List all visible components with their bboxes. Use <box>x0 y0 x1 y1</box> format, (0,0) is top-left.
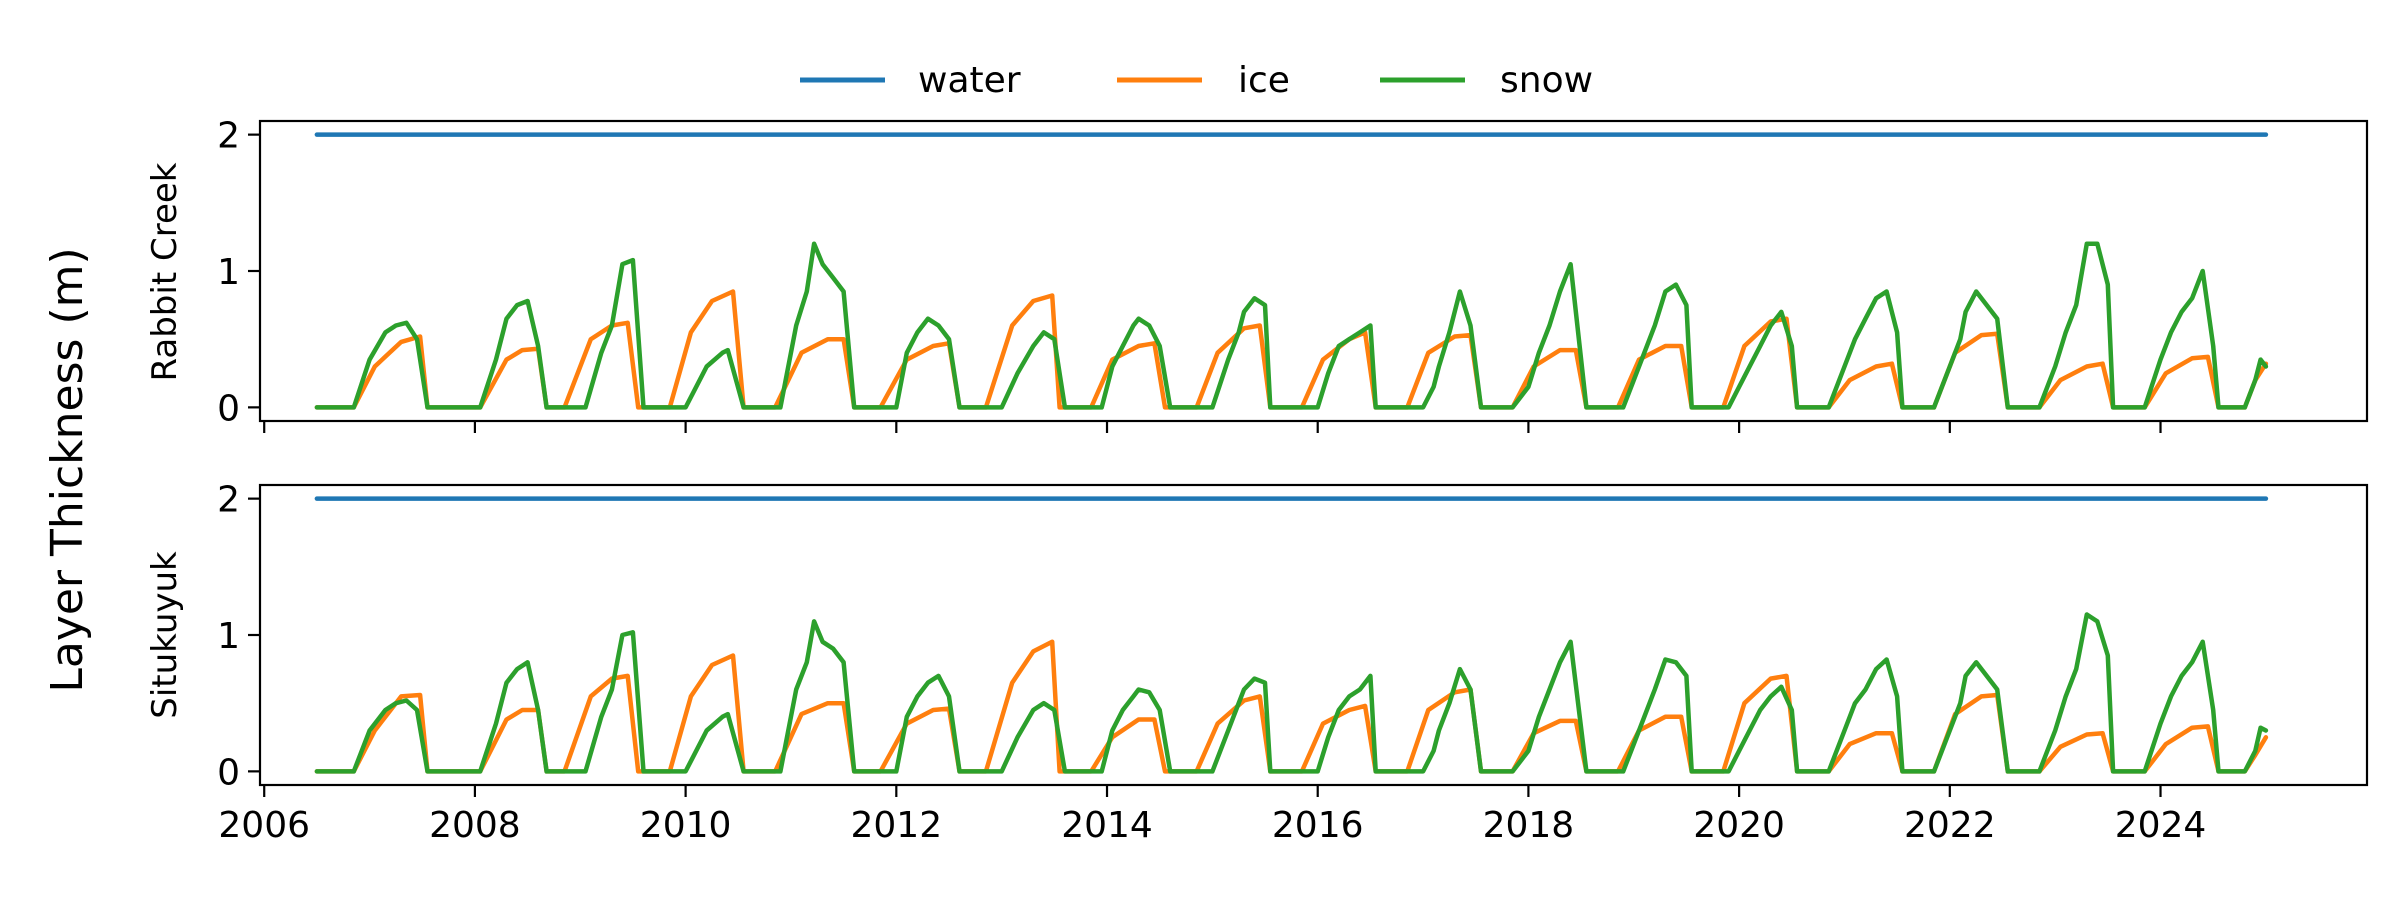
series-layer <box>314 496 2269 774</box>
y-tick-label: 0 <box>217 752 240 793</box>
x-tick-label: 2006 <box>218 805 310 846</box>
series-line-snow <box>314 612 2269 774</box>
series-layer <box>314 132 2269 410</box>
y-tick-label: 1 <box>217 252 240 293</box>
y-tick-label: 0 <box>217 388 240 429</box>
x-tick-label: 2012 <box>851 805 943 846</box>
plot-frame <box>258 119 2369 423</box>
y-tick-label: 2 <box>217 480 240 521</box>
x-tick-label: 2014 <box>1061 805 1153 846</box>
x-tick-label: 2018 <box>1483 805 1575 846</box>
panel-situkuyuk: Situkuyuk 0 1 2 2006 2008 2010 2012 2014 2016 201… <box>145 480 2369 846</box>
panel-label-rabbit-creek: Rabbit Creek <box>145 162 185 381</box>
x-tick-label: 2020 <box>1693 805 1785 846</box>
panel-rabbit-creek: Rabbit Creek 0 1 2 <box>145 116 2369 433</box>
series-line-snow <box>314 241 2269 410</box>
legend: water ice snow <box>800 60 1593 101</box>
legend-label-snow: snow <box>1500 60 1593 101</box>
ticks-layer: 0 1 2 <box>217 116 2162 433</box>
y-tick-label: 1 <box>217 616 240 657</box>
plot-frame <box>258 483 2369 787</box>
series-line-ice <box>314 289 2269 410</box>
shared-y-axis-label: Layer Thickness (m) <box>42 247 93 692</box>
x-tick-label: 2024 <box>2115 805 2207 846</box>
x-tick-label: 2022 <box>1904 805 1996 846</box>
series-line-ice <box>314 639 2269 774</box>
x-tick-label: 2016 <box>1272 805 1364 846</box>
legend-label-water: water <box>918 60 1021 101</box>
panel-label-situkuyuk: Situkuyuk <box>145 551 185 719</box>
y-tick-label: 2 <box>217 116 240 157</box>
x-tick-label: 2010 <box>640 805 732 846</box>
ticks-layer: 0 1 2 2006 2008 2010 2012 2014 2016 2018 2020 2022 2… <box>217 480 2206 846</box>
x-tick-label: 2008 <box>429 805 521 846</box>
legend-label-ice: ice <box>1238 60 1290 101</box>
